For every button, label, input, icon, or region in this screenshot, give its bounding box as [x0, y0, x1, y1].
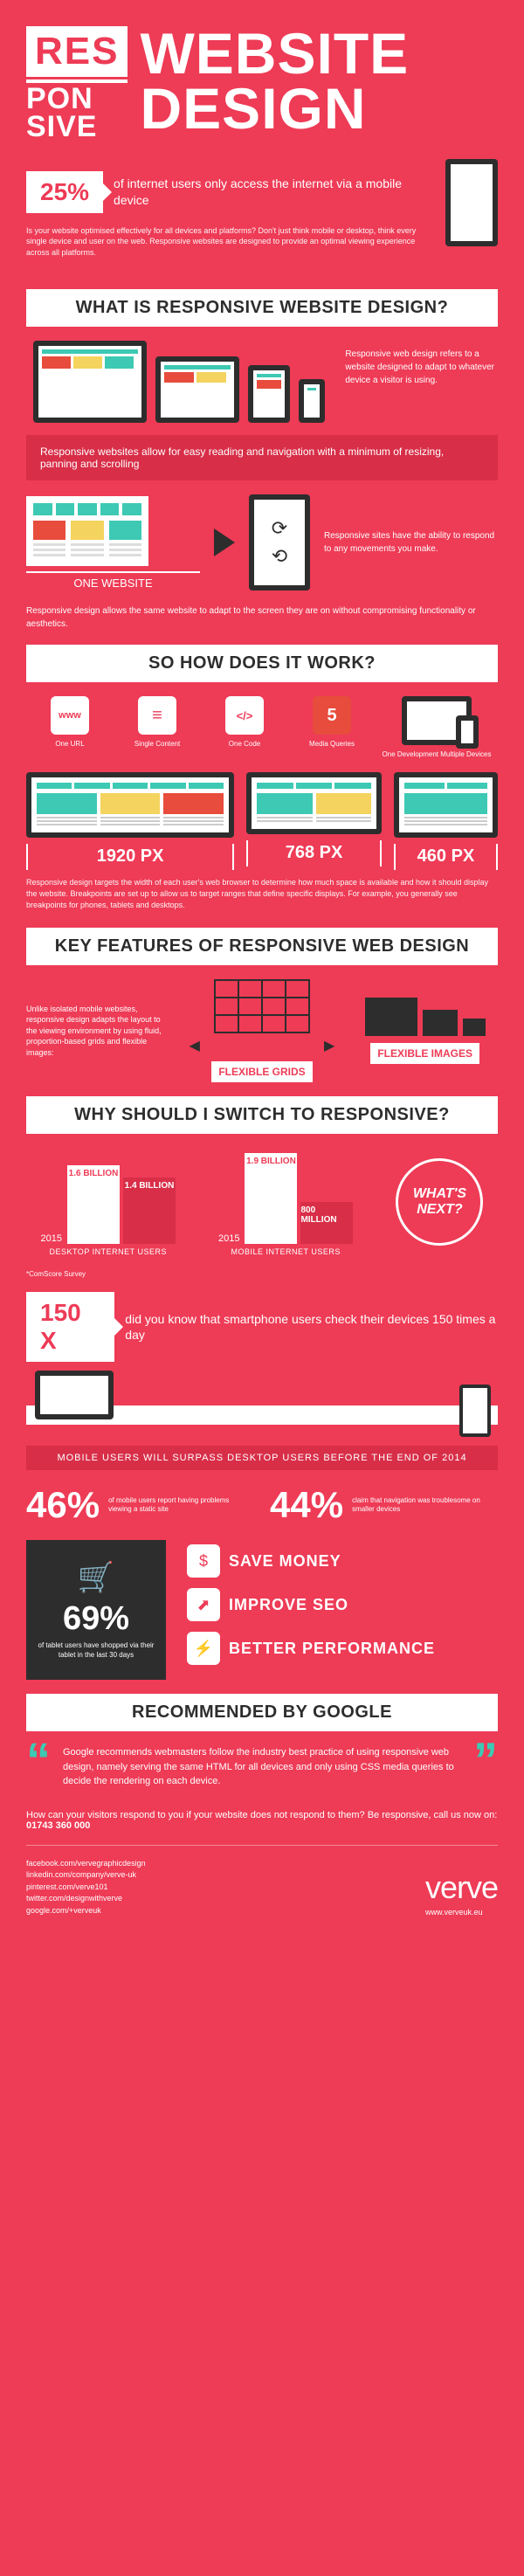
stat-150x: 150 X did you know that smartphone users…: [26, 1292, 498, 1362]
surpass-banner: MOBILE USERS WILL SURPASS DESKTOP USERS …: [26, 1446, 498, 1470]
breakpoints-desc: Responsive design targets the width of e…: [26, 877, 498, 910]
chart-icon: ⬈: [187, 1588, 220, 1621]
ability-text: Responsive sites have the ability to res…: [324, 529, 498, 556]
flexible-grids-vis: ◀▶ FLEXIBLE GRIDS: [190, 979, 335, 1082]
benefit-save-money: $ SAVE MONEY: [187, 1544, 498, 1578]
pct-44: 44%: [270, 1484, 343, 1526]
url-icon: www: [51, 696, 89, 735]
desktop-chart: 1.6 BILLION 1.4 BILLION: [67, 1148, 176, 1244]
phone-icon: [445, 159, 498, 246]
section-google: RECOMMENDED BY GOOGLE: [26, 1694, 498, 1731]
mobile-chart: 1.9 BILLION 800 MILLION: [245, 1148, 353, 1244]
whats-next-badge: WHAT'S NEXT?: [396, 1158, 483, 1246]
title-main: WEBSITE DESIGN: [140, 26, 409, 135]
device-lineup: [26, 341, 331, 423]
footer: facebook.com/vervegraphicdesign linkedin…: [26, 1845, 498, 1917]
px-460: 460 PX: [394, 846, 498, 867]
pct-stats: 46% of mobile users report having proble…: [26, 1484, 498, 1526]
google-quote: “ Google recommends webmasters follow th…: [26, 1745, 498, 1789]
dollar-icon: $: [187, 1544, 220, 1578]
benefit-seo: ⬈ IMPROVE SEO: [187, 1588, 498, 1621]
header: RES PON SIVE WEBSITE DESIGN: [26, 26, 498, 142]
px-768: 768 PX: [246, 843, 382, 863]
flexible-images-vis: FLEXIBLE IMAGES: [352, 998, 498, 1064]
code-icon: </>: [225, 696, 264, 735]
usage-stats: 2015 1.6 BILLION 1.4 BILLION DESKTOP INT…: [26, 1148, 498, 1256]
wireframe-icon: [26, 496, 148, 566]
sive-text: SIVE: [26, 113, 128, 141]
section-key-features: KEY FEATURES OF RESPONSIVE WEB DESIGN: [26, 928, 498, 965]
one-website-label: ONE WEBSITE: [26, 571, 200, 590]
stat-69: 🛒 69% of tablet users have shopped via t…: [26, 1540, 166, 1680]
callout-easy-reading: Responsive websites allow for easy readi…: [26, 435, 498, 480]
adapt-text: Responsive design allows the same websit…: [26, 604, 498, 631]
how-icons: wwwOne URL ≡Single Content </>One Code 5…: [26, 696, 498, 758]
stat-25: 25% of internet users only access the in…: [26, 171, 431, 213]
section-what-is: WHAT IS RESPONSIVE WEBSITE DESIGN?: [26, 289, 498, 327]
section-why-switch: WHY SHOULD I SWITCH TO RESPONSIVE?: [26, 1096, 498, 1134]
stat-pct: 25%: [26, 171, 103, 213]
cta-text: How can your visitors respond to you if …: [26, 1810, 498, 1831]
features-desc: Unlike isolated mobile websites, respons…: [26, 1004, 172, 1059]
speed-icon: ⚡: [187, 1632, 220, 1665]
arrow-right-icon: [214, 528, 235, 556]
desktop-icon: [35, 1371, 114, 1419]
res-badge: RES: [26, 26, 128, 77]
multi-device-icon: [402, 696, 472, 745]
benefits: 🛒 69% of tablet users have shopped via t…: [26, 1540, 498, 1680]
phone-small-icon: [459, 1385, 491, 1437]
pon-text: PON: [26, 85, 128, 113]
quote-open-icon: “: [26, 1745, 51, 1789]
pct-46: 46%: [26, 1484, 100, 1526]
respond-phone-icon: ⟳ ⟲: [249, 494, 310, 590]
intro-copy: Is your website optimised effectively fo…: [26, 225, 431, 259]
features-row: Unlike isolated mobile websites, respons…: [26, 979, 498, 1082]
benefit-performance: ⚡ BETTER PERFORMANCE: [187, 1632, 498, 1665]
px-1920: 1920 PX: [26, 846, 234, 867]
cart-icon: 🛒: [78, 1560, 114, 1595]
what-is-desc: Responsive web design refers to a websit…: [345, 341, 498, 387]
social-links: facebook.com/vervegraphicdesign linkedin…: [26, 1858, 146, 1917]
source-note: *ComScore Survey: [26, 1270, 498, 1278]
content-icon: ≡: [138, 696, 176, 735]
html5-icon: 5: [313, 696, 351, 735]
progress-visual: [26, 1405, 498, 1425]
quote-close-icon: ”: [473, 1745, 498, 1789]
brand-logo: verve www.verveuk.eu: [425, 1869, 498, 1916]
stat-text: of internet users only access the intern…: [114, 176, 431, 207]
one-website-row: ONE WEBSITE ⟳ ⟲ Responsive sites have th…: [26, 494, 498, 590]
section-how-works: SO HOW DOES IT WORK?: [26, 645, 498, 682]
breakpoints: 1920 PX 768 PX 460 PX: [26, 772, 498, 867]
